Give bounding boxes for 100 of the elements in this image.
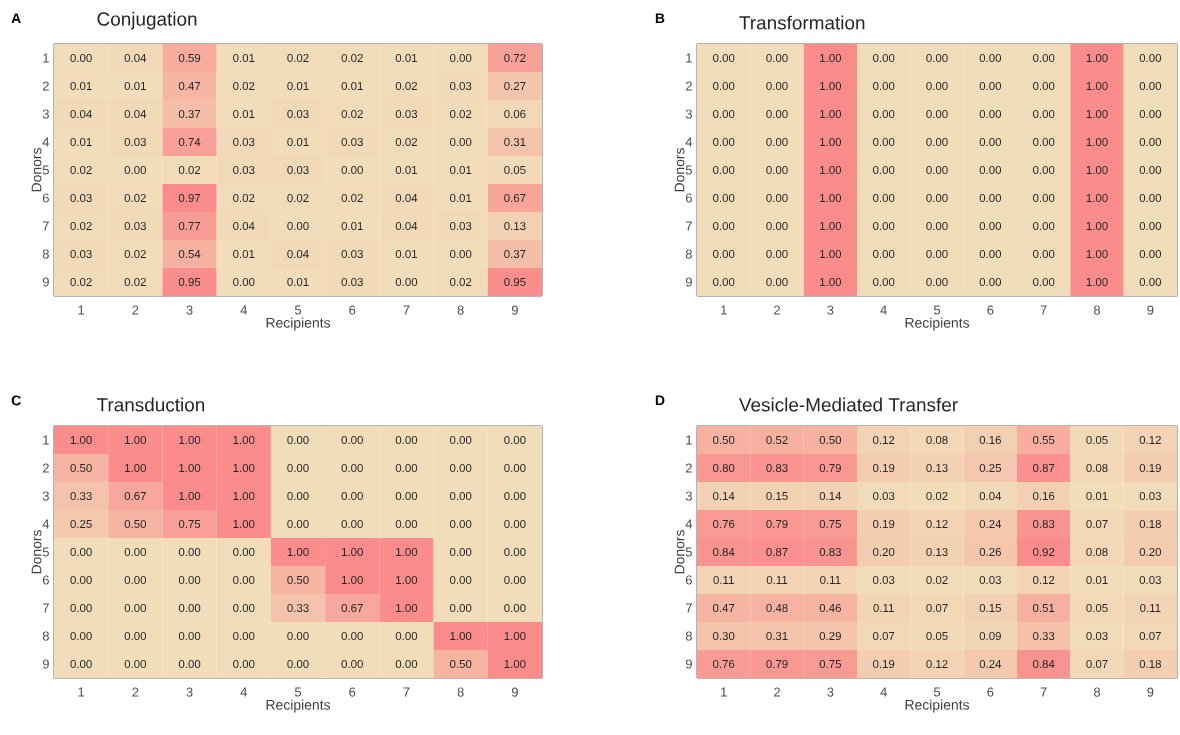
data-label: 0.02 xyxy=(341,193,363,203)
data-label: 1.00 xyxy=(1086,109,1108,119)
data-label: 0.00 xyxy=(766,277,788,287)
y-tick-label: 7 xyxy=(42,221,49,231)
data-label: 0.00 xyxy=(926,53,948,63)
data-label: 0.80 xyxy=(712,463,735,473)
data-label: 0.00 xyxy=(341,463,363,473)
data-label: 0.83 xyxy=(1032,519,1055,529)
data-label: 0.02 xyxy=(178,165,201,175)
data-label: 0.00 xyxy=(70,659,92,669)
data-label: 0.00 xyxy=(449,249,472,259)
data-label: 0.00 xyxy=(233,547,255,557)
data-label: 0.00 xyxy=(1032,137,1055,147)
data-label: 0.00 xyxy=(1032,277,1055,287)
data-label: 0.67 xyxy=(504,193,526,203)
data-label: 0.03 xyxy=(979,575,1001,585)
data-label: 0.26 xyxy=(979,547,1001,557)
data-label: 1.00 xyxy=(1086,221,1108,231)
y-tick-label: 5 xyxy=(685,547,692,557)
data-label: 0.50 xyxy=(712,435,735,445)
data-label: 0.00 xyxy=(395,631,418,641)
y-tick-label: 3 xyxy=(685,491,692,501)
data-label: 0.02 xyxy=(449,109,472,119)
data-label: 0.01 xyxy=(233,53,255,63)
data-label: 0.00 xyxy=(449,547,472,557)
data-label: 0.02 xyxy=(926,575,948,585)
data-label: 0.00 xyxy=(1032,249,1055,259)
data-label: 0.00 xyxy=(341,519,363,529)
data-label: 0.06 xyxy=(504,109,526,119)
data-label: 0.03 xyxy=(872,491,895,501)
data-label: 0.52 xyxy=(766,435,788,445)
data-label: 0.00 xyxy=(395,463,418,473)
data-label: 0.00 xyxy=(287,491,309,501)
data-label: 0.33 xyxy=(1032,631,1055,641)
data-label: 0.00 xyxy=(979,221,1002,231)
y-axis-title: Donors xyxy=(674,148,685,192)
x-tick-label: 5 xyxy=(933,305,941,315)
data-label: 1.00 xyxy=(1086,277,1108,287)
data-label: 0.03 xyxy=(124,137,146,147)
data-label: 0.13 xyxy=(926,463,948,473)
y-tick-label: 9 xyxy=(685,659,692,669)
data-label: 0.00 xyxy=(70,53,92,63)
data-label: 1.00 xyxy=(396,575,418,585)
y-tick-label: 9 xyxy=(42,277,49,287)
data-label: 0.50 xyxy=(449,659,472,669)
data-label: 0.05 xyxy=(1086,435,1108,445)
data-label: 0.95 xyxy=(504,277,526,287)
y-tick-label: 5 xyxy=(685,165,692,175)
data-label: 1.00 xyxy=(820,249,842,259)
data-label: 0.00 xyxy=(766,165,788,175)
data-label: 1.00 xyxy=(820,109,842,119)
data-label: 0.79 xyxy=(819,463,841,473)
data-label: 0.00 xyxy=(1139,165,1162,175)
x-axis-title: Recipients xyxy=(266,699,331,713)
data-label: 0.03 xyxy=(124,221,146,231)
data-label: 0.00 xyxy=(504,463,526,473)
data-label: 1.00 xyxy=(396,603,418,613)
data-label: 0.01 xyxy=(287,277,309,287)
x-tick-label: 7 xyxy=(403,687,410,697)
data-label: 0.00 xyxy=(712,109,735,119)
data-label: 1.00 xyxy=(70,435,92,445)
data-label: 1.00 xyxy=(504,631,526,641)
data-label: 0.01 xyxy=(341,81,363,91)
data-label: 0.02 xyxy=(70,221,92,231)
data-label: 0.00 xyxy=(287,519,309,529)
x-axis-title: Recipients xyxy=(266,317,331,331)
x-tick-label: 3 xyxy=(186,687,193,697)
data-label: 0.00 xyxy=(979,277,1002,287)
data-label: 0.01 xyxy=(233,249,255,259)
data-label: 0.01 xyxy=(341,221,363,231)
x-tick-label: 9 xyxy=(511,305,518,315)
data-label: 0.00 xyxy=(1032,109,1055,119)
data-label: 0.00 xyxy=(178,547,201,557)
y-tick-label: 5 xyxy=(42,165,49,175)
data-label: 0.00 xyxy=(766,137,788,147)
data-label: 0.08 xyxy=(1086,463,1108,473)
data-label: 0.87 xyxy=(1032,463,1055,473)
data-label: 0.00 xyxy=(504,491,526,501)
y-tick-label: 4 xyxy=(42,519,50,529)
x-axis-title: Recipients xyxy=(905,699,970,713)
y-tick-label: 7 xyxy=(685,603,692,613)
data-label: 1.00 xyxy=(1086,53,1108,63)
chart-title: Transduction xyxy=(96,397,205,412)
data-label: 0.04 xyxy=(124,53,147,63)
data-label: 0.00 xyxy=(766,221,788,231)
data-label: 0.02 xyxy=(395,137,418,147)
data-label: 0.02 xyxy=(233,193,255,203)
data-label: 0.00 xyxy=(504,575,526,585)
data-label: 0.03 xyxy=(872,575,895,585)
data-label: 0.76 xyxy=(712,659,735,669)
data-label: 0.00 xyxy=(766,81,788,91)
data-label: 0.00 xyxy=(1139,221,1162,231)
x-tick-label: 9 xyxy=(511,687,518,697)
data-label: 0.76 xyxy=(712,519,735,529)
x-tick-label: 2 xyxy=(774,687,780,697)
data-label: 0.08 xyxy=(1086,547,1108,557)
data-label: 0.00 xyxy=(449,519,472,529)
data-label: 0.75 xyxy=(178,519,201,529)
data-label: 0.11 xyxy=(873,603,894,613)
data-label: 0.16 xyxy=(979,435,1001,445)
